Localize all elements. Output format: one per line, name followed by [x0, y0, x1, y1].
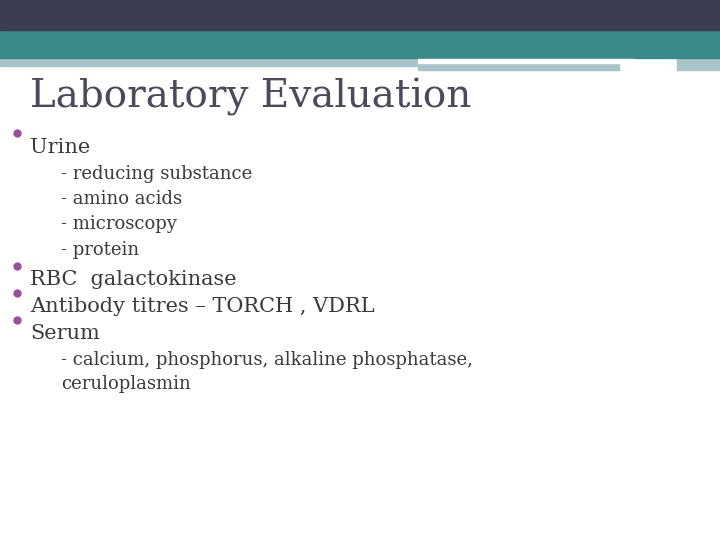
Bar [418, 62, 619, 70]
Text: - microscopy: - microscopy [61, 215, 177, 233]
Text: - amino acids: - amino acids [61, 190, 182, 208]
Text: Laboratory Evaluation: Laboratory Evaluation [30, 78, 472, 116]
Text: RBC  galactokinase: RBC galactokinase [30, 270, 237, 289]
Bar [0, 56, 432, 66]
Text: Antibody titres – TORCH , VDRL: Antibody titres – TORCH , VDRL [30, 297, 375, 316]
Text: Serum: Serum [30, 324, 100, 343]
Text: - reducing substance: - reducing substance [61, 165, 253, 183]
Bar [418, 59, 634, 63]
Text: Urine: Urine [30, 138, 91, 157]
Text: ceruloplasmin: ceruloplasmin [61, 375, 191, 393]
Bar [0, 30, 720, 58]
Bar [0, 0, 720, 30]
Text: - calcium, phosphorus, alkaline phosphatase,: - calcium, phosphorus, alkaline phosphat… [61, 351, 473, 369]
Bar [677, 30, 720, 70]
Text: - protein: - protein [61, 241, 140, 259]
